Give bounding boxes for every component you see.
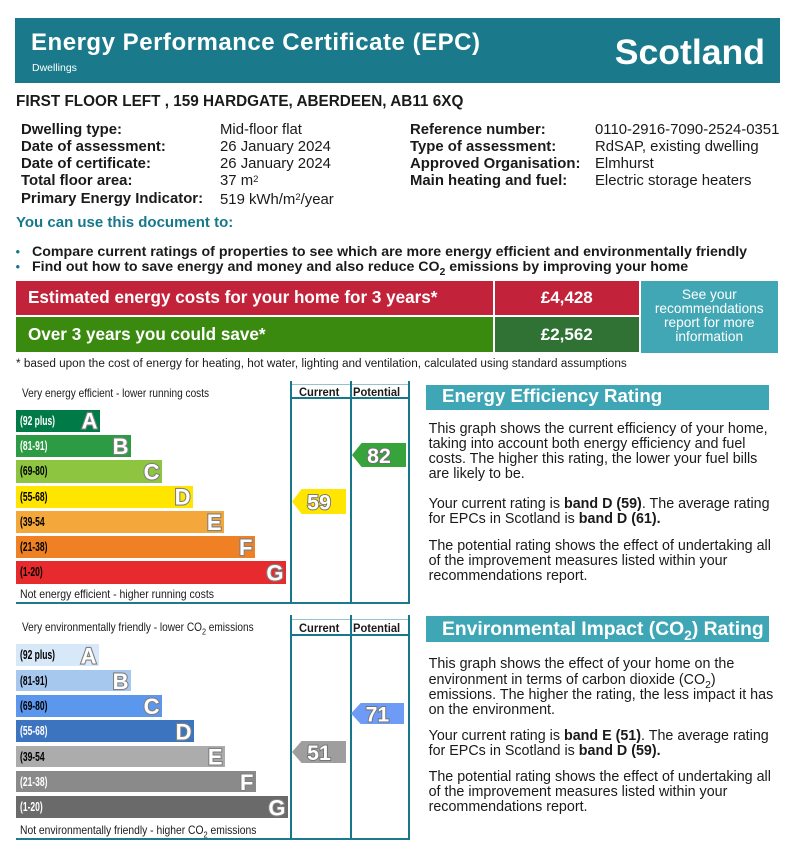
svg-text:C: C <box>144 694 160 719</box>
svg-text:B: B <box>113 434 129 459</box>
svg-text:71: 71 <box>366 703 390 724</box>
svg-text:D: D <box>176 719 192 744</box>
svg-text:E: E <box>207 510 222 535</box>
svg-text:A: A <box>81 644 97 669</box>
svg-text:A: A <box>82 409 98 434</box>
svg-text:F: F <box>240 770 253 795</box>
svg-text:82: 82 <box>367 444 391 467</box>
svg-text:D: D <box>175 485 191 510</box>
svg-text:G: G <box>268 795 285 820</box>
svg-text:E: E <box>208 745 223 770</box>
svg-text:59: 59 <box>307 490 331 514</box>
svg-text:C: C <box>144 459 160 484</box>
svg-text:F: F <box>239 535 252 560</box>
svg-text:G: G <box>266 561 283 586</box>
svg-text:B: B <box>113 669 129 694</box>
svg-text:51: 51 <box>307 741 331 763</box>
